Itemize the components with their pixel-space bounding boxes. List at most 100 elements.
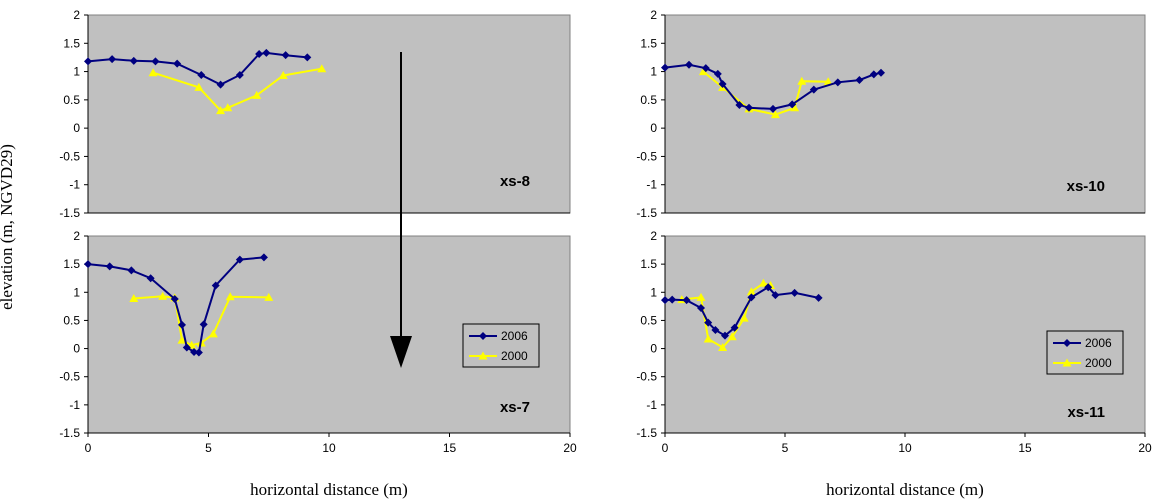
data-point-2006 [661,63,669,72]
data-point-2000 [696,292,706,301]
data-point-2006 [146,274,155,283]
data-point-2006 [303,53,312,62]
cross-section-label: xs-11 [1067,404,1105,421]
legend-marker-2006 [1063,339,1071,347]
data-point-2006 [855,76,864,85]
data-point-2006 [814,293,823,302]
cross-section-label: xs-8 [500,173,530,190]
legend-label-2000: 2000 [501,349,528,363]
data-point-2006 [682,296,691,305]
data-point-2006 [127,266,136,275]
data-point-2006 [105,262,114,271]
data-point-2000 [225,292,235,301]
data-point-2000 [264,292,274,301]
data-point-2006 [701,64,710,73]
data-point-2006 [262,48,271,57]
y-tick-label: 1.5 [640,36,657,50]
y-tick-label: 0.5 [63,93,80,107]
data-point-2006 [190,347,199,356]
data-point-2006 [869,70,878,79]
x-tick-label: 5 [205,441,212,455]
x-axis-title-left: horizontal distance (m) [250,480,408,499]
plot-area [664,14,1146,214]
data-point-2006 [771,291,780,300]
legend-marker-2000 [1062,358,1072,367]
data-point-2006 [199,320,208,329]
data-point-2000 [698,67,708,76]
x-tick-label: 20 [563,441,577,455]
y-tick-label: -1.5 [636,426,657,440]
x-tick-label: 10 [898,441,912,455]
data-point-2006 [788,100,797,109]
x-tick-label: 20 [1138,441,1152,455]
y-tick-label: 0 [73,342,80,356]
y-axis-title: elevation (m, NGVD29) [0,144,16,310]
y-tick-label: -1.5 [59,426,80,440]
plot-area [664,235,1146,434]
data-point-2000 [727,332,737,341]
x-tick-label: 0 [662,441,669,455]
legend-label-2006: 2006 [1085,336,1112,350]
data-point-2006 [84,57,92,66]
data-point-2006 [790,288,799,297]
y-tick-label: -0.5 [59,149,80,163]
y-tick-label: 0 [650,121,657,135]
data-point-2006 [877,68,885,77]
data-point-2006 [182,343,191,352]
y-tick-label: 2 [73,8,80,22]
data-point-2006 [108,55,117,64]
legend-label-2000: 2000 [1085,356,1112,370]
data-point-2006 [730,323,739,332]
y-tick-label: 0 [650,342,657,356]
data-point-2000 [278,71,288,80]
data-point-2000 [148,68,158,77]
data-point-2006 [704,318,713,327]
data-point-2006 [211,281,220,290]
data-point-2000 [718,342,728,351]
data-point-2006 [711,325,720,334]
y-tick-label: 0.5 [640,313,657,327]
data-point-2000 [746,287,756,296]
data-point-2000 [223,103,233,112]
data-point-2006 [194,348,203,357]
y-tick-label: 0.5 [640,93,657,107]
data-point-2006 [764,283,773,292]
chart-panel-xs-10: -1.5 -1 -0.5 0 0.5 1 1.5 2 xs-10 [636,8,1146,220]
y-tick-label: 0.5 [63,313,80,327]
data-point-2006 [769,104,777,113]
legend-marker-2000 [478,351,488,360]
data-point-2006 [697,304,705,313]
legend: 2006 2000 [1046,330,1124,375]
data-point-2006 [259,253,268,262]
cross-section-label: xs-7 [500,399,530,416]
data-point-2006 [833,78,842,87]
data-point-2006 [151,57,160,66]
y-tick-label: 1.5 [63,257,80,271]
legend: 2006 2000 [462,323,540,368]
y-tick-label: 1.5 [63,36,80,50]
x-tick-label: 15 [443,441,457,455]
data-point-2000 [177,335,187,344]
data-point-2000 [797,76,807,85]
data-point-2006 [197,70,206,79]
data-point-2006 [281,51,290,60]
data-point-2006 [216,80,225,89]
y-tick-label: 1 [73,65,80,79]
data-point-2006 [255,50,264,59]
data-point-2006 [661,296,669,305]
data-point-2000 [703,334,713,343]
y-tick-label: -1 [69,398,80,412]
data-point-2006 [235,70,244,79]
data-point-2000 [194,82,204,91]
y-tick-label: -0.5 [636,149,657,163]
data-point-2000 [129,293,139,302]
y-tick-label: -1 [646,178,657,192]
data-point-2000 [216,106,226,115]
data-point-2006 [668,295,677,304]
data-point-2000 [317,64,327,73]
x-tick-label: 0 [85,441,92,455]
y-tick-label: 1 [73,285,80,299]
data-point-2006 [173,59,182,68]
